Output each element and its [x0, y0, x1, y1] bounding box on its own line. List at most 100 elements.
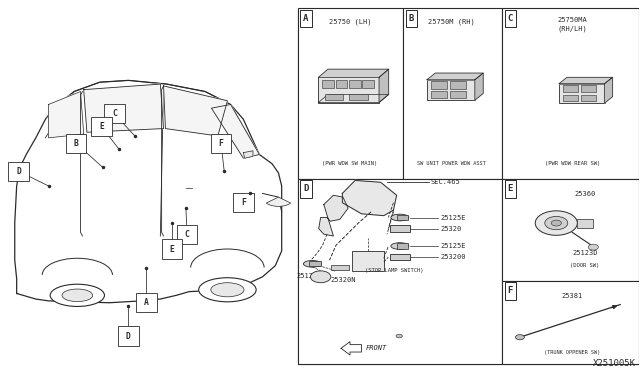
Bar [298, 8, 403, 179]
Text: (PWR WDW REAR SW): (PWR WDW REAR SW) [545, 161, 600, 166]
Bar [8, 161, 29, 181]
Text: C: C [508, 14, 513, 23]
Text: (RH/LH): (RH/LH) [557, 25, 587, 32]
Text: E: E [99, 122, 104, 131]
Bar [581, 84, 596, 92]
Text: 25320N: 25320N [330, 277, 356, 283]
Bar [390, 254, 410, 260]
Bar [136, 293, 157, 312]
Bar [319, 77, 379, 103]
Polygon shape [605, 77, 612, 103]
Bar [352, 251, 384, 271]
Circle shape [545, 217, 568, 230]
Text: FRONT: FRONT [365, 345, 387, 351]
Text: D: D [303, 185, 308, 193]
Bar [563, 84, 579, 92]
Text: B: B [74, 139, 79, 148]
Bar [559, 84, 605, 103]
Bar [504, 180, 516, 198]
Circle shape [515, 335, 524, 340]
Bar [309, 261, 321, 266]
Ellipse shape [62, 289, 93, 302]
Text: 25123D: 25123D [572, 250, 598, 256]
Polygon shape [559, 77, 612, 84]
Bar [581, 95, 596, 101]
Polygon shape [379, 69, 388, 103]
Circle shape [588, 244, 598, 250]
Text: 253200: 253200 [440, 254, 465, 260]
Bar [390, 225, 410, 232]
Bar [504, 282, 516, 300]
Ellipse shape [303, 260, 321, 267]
Circle shape [535, 211, 577, 235]
Wedge shape [266, 197, 291, 206]
Bar [397, 215, 408, 220]
Bar [331, 264, 349, 270]
Text: D: D [126, 331, 131, 341]
Bar [450, 81, 466, 89]
Text: SEC.465: SEC.465 [431, 179, 460, 185]
Bar [403, 8, 502, 179]
Bar [406, 10, 417, 28]
Bar [431, 81, 447, 89]
Ellipse shape [198, 278, 256, 302]
Bar [397, 243, 408, 248]
Bar [427, 80, 475, 100]
Bar [335, 80, 347, 89]
Bar [298, 10, 639, 364]
Text: A: A [144, 298, 148, 307]
Ellipse shape [50, 284, 104, 307]
Text: F: F [508, 286, 513, 295]
Text: C: C [185, 230, 189, 239]
Bar [563, 95, 579, 101]
Polygon shape [49, 92, 84, 138]
Polygon shape [342, 180, 397, 216]
Text: SW UNIT POWER WDW ASST: SW UNIT POWER WDW ASST [417, 161, 485, 166]
Bar [349, 80, 360, 89]
Polygon shape [243, 151, 253, 158]
Bar [431, 92, 447, 98]
Text: 25125E: 25125E [440, 243, 465, 249]
Text: 25750M (RH): 25750M (RH) [428, 19, 474, 25]
Text: 25320: 25320 [440, 226, 461, 232]
Text: (STOP LAMP SWITCH): (STOP LAMP SWITCH) [365, 267, 424, 273]
Bar [322, 80, 333, 89]
Bar [324, 94, 343, 100]
Text: (PWR WDW SW MAIN): (PWR WDW SW MAIN) [323, 161, 378, 166]
Bar [92, 117, 112, 137]
Text: F: F [241, 198, 246, 207]
Polygon shape [15, 80, 282, 303]
Polygon shape [211, 105, 259, 158]
Text: 25125E: 25125E [440, 215, 465, 221]
Text: (TRUNK OPPENER SW): (TRUNK OPPENER SW) [544, 350, 600, 355]
Circle shape [551, 220, 561, 226]
Polygon shape [427, 73, 483, 80]
Bar [298, 179, 502, 364]
Polygon shape [341, 341, 362, 355]
Polygon shape [319, 195, 348, 236]
Bar [233, 193, 253, 212]
Text: 25360: 25360 [574, 191, 596, 197]
Text: 25381: 25381 [562, 293, 583, 299]
Polygon shape [319, 69, 388, 77]
Text: A: A [303, 14, 308, 23]
Bar [66, 134, 86, 153]
Bar [450, 92, 466, 98]
Text: C: C [112, 109, 117, 118]
Circle shape [396, 334, 403, 338]
Text: E: E [170, 244, 174, 253]
Text: X251005K: X251005K [593, 359, 636, 368]
Bar [300, 10, 312, 28]
Bar [177, 225, 197, 244]
Text: D: D [16, 167, 21, 176]
Bar [502, 280, 639, 364]
Ellipse shape [211, 283, 244, 297]
Ellipse shape [391, 214, 409, 221]
Bar [162, 239, 182, 259]
Polygon shape [84, 84, 164, 132]
Bar [211, 134, 231, 153]
Bar [504, 10, 516, 28]
Text: 25750MA: 25750MA [557, 17, 587, 23]
Bar [577, 219, 593, 228]
Text: 25750 (LH): 25750 (LH) [329, 19, 371, 25]
